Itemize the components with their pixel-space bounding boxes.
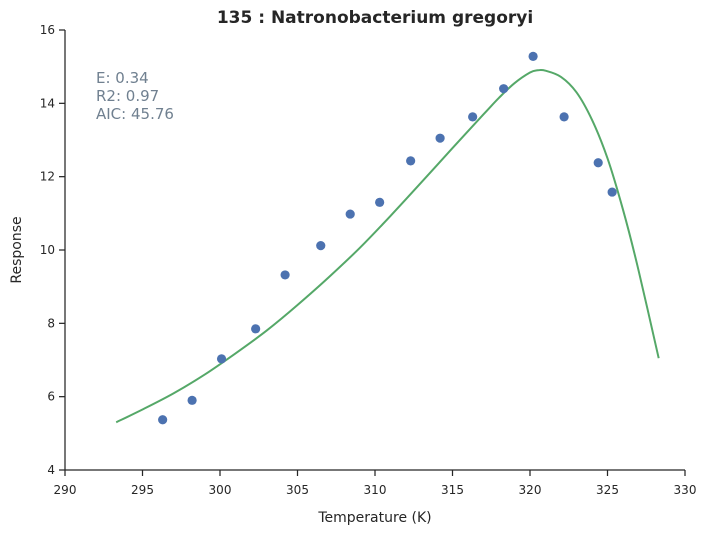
data-point — [468, 112, 478, 122]
x-axis-label: Temperature (K) — [317, 510, 431, 526]
data-point — [406, 156, 416, 166]
data-point — [187, 395, 197, 405]
y-ticks: 4 6 8 10 12 14 16 — [40, 23, 65, 477]
data-point — [607, 187, 617, 197]
x-tick-label: 310 — [364, 483, 387, 497]
data-point — [375, 197, 385, 207]
data-point — [499, 84, 509, 94]
x-tick-label: 315 — [441, 483, 464, 497]
y-tick-label: 4 — [47, 463, 55, 477]
data-point — [216, 354, 227, 364]
x-tick-label: 295 — [131, 483, 154, 497]
data-point — [435, 133, 445, 143]
y-tick-label: 8 — [47, 316, 55, 330]
x-tick-label: 290 — [54, 483, 77, 497]
data-point — [158, 415, 168, 425]
x-tick-label: 325 — [596, 483, 619, 497]
x-ticks: 290 295 300 305 310 315 320 325 330 — [54, 470, 697, 497]
data-point — [593, 158, 603, 168]
data-point — [345, 209, 355, 219]
y-tick-label: 16 — [40, 23, 55, 37]
data-point — [316, 241, 326, 251]
data-point — [251, 324, 261, 334]
data-point — [280, 270, 290, 280]
x-tick-label: 320 — [519, 483, 542, 497]
stat-aic: AIC: 45.76 — [96, 105, 174, 123]
y-axis-label: Response — [9, 216, 25, 283]
x-tick-label: 305 — [286, 483, 309, 497]
data-points — [158, 51, 617, 425]
x-tick-label: 300 — [209, 483, 232, 497]
y-tick-label: 14 — [40, 96, 55, 110]
chart-title: 135 : Natronobacterium gregoryi — [217, 8, 533, 28]
y-tick-label: 12 — [40, 170, 55, 184]
y-tick-label: 10 — [40, 243, 55, 257]
data-point — [528, 51, 538, 62]
x-tick-label: 330 — [674, 483, 697, 497]
y-tick-label: 6 — [47, 390, 55, 404]
stat-r2: R2: 0.97 — [96, 87, 159, 105]
data-point — [559, 112, 569, 122]
fit-curve — [115, 68, 660, 424]
stat-e: E: 0.34 — [96, 69, 149, 87]
